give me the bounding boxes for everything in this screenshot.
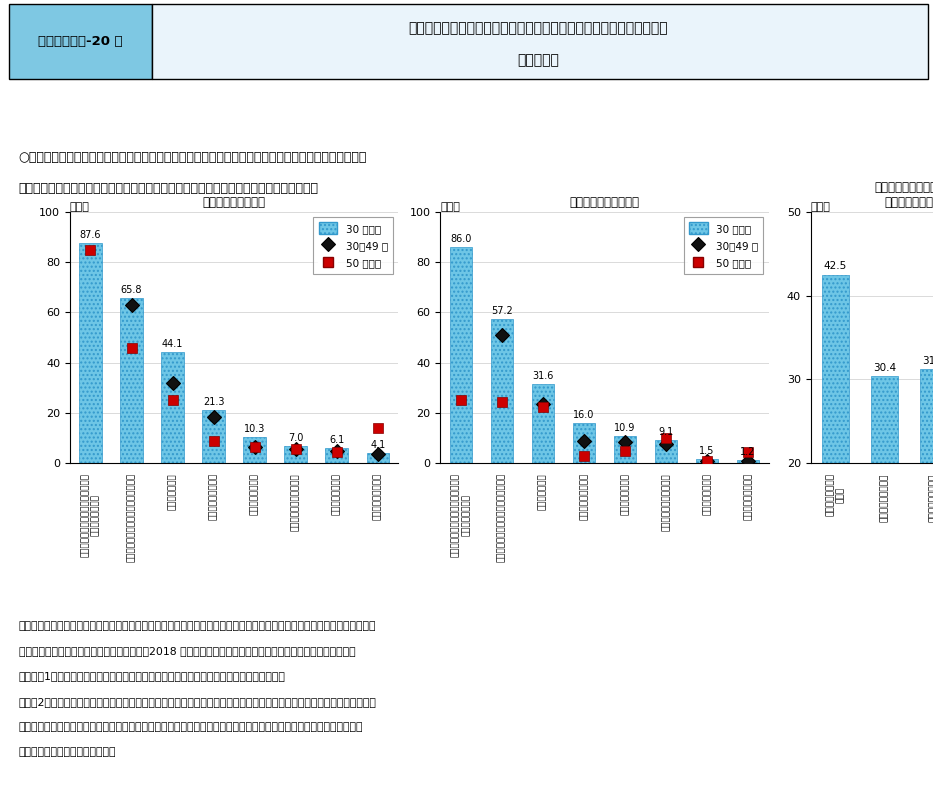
Text: 昇進・昇格に備えて: 昇進・昇格に備えて (579, 473, 589, 520)
Text: 42.5: 42.5 (824, 261, 847, 272)
Text: 将来の仕事やキャリアアップに備えて: 将来の仕事やキャリアアップに備えて (497, 473, 507, 562)
Bar (326, 447, 348, 463)
Bar (367, 453, 389, 463)
Text: 年齢別にみた雇用者の自己啓発を行う理由と将来の職業観別の自己啓: 年齢別にみた雇用者の自己啓発を行う理由と将来の職業観別の自己啓 (408, 20, 668, 35)
Title: 正社員（複数回答）: 正社員（複数回答） (202, 196, 266, 210)
Text: 10.3: 10.3 (244, 424, 265, 434)
Text: （％）: （％） (70, 202, 90, 212)
Text: （ある分野に特化したスペシャリスト）」「どちらかというとＡ（Ｂ）」のいずれに近いかの各区分で自己啓: （ある分野に特化したスペシャリスト）」「どちらかというとＡ（Ｂ）」のいずれに近い… (19, 722, 363, 732)
Text: （％）: （％） (811, 202, 830, 212)
Bar (920, 370, 933, 463)
Text: 10.9: 10.9 (614, 423, 635, 433)
Text: 配置転換・出向に備えて: 配置転換・出向に備えて (291, 473, 300, 531)
Text: 資格取得のため: 資格取得のため (538, 473, 548, 510)
Text: 昇進・昇格に備えて: 昇進・昇格に備えて (209, 473, 218, 520)
Legend: 30 歳未満, 30～49 歳, 50 歳以上: 30 歳未満, 30～49 歳, 50 歳以上 (313, 217, 393, 274)
Text: 現在の仕事に必要な知識・キャリア
を身につけるため: 現在の仕事に必要な知識・キャリア を身につけるため (452, 473, 470, 557)
Bar (696, 459, 718, 463)
Text: 9.1: 9.1 (659, 427, 674, 437)
Bar (614, 436, 636, 463)
Title: 非正社員（複数回答）: 非正社員（複数回答） (569, 196, 639, 210)
Text: 第２－（４）-20 図: 第２－（４）-20 図 (37, 35, 122, 48)
Bar (573, 423, 595, 463)
Text: 資格取得のため: 資格取得のため (168, 473, 177, 510)
Text: どちらかというとＡ: どちらかというとＡ (880, 473, 889, 521)
Bar (152, 4, 928, 78)
Bar (737, 460, 759, 463)
Text: 海外勤務に備えて: 海外勤務に備えて (703, 473, 712, 515)
Text: 配置転換・出向に備えて: 配置転換・出向に備えて (661, 473, 671, 531)
Bar (822, 275, 849, 463)
Text: 転職や独立のため: 転職や独立のため (620, 473, 630, 515)
Text: 65.8: 65.8 (120, 285, 143, 295)
Text: ゼネラリスト志向
（Ａ）: ゼネラリスト志向 （Ａ） (826, 473, 845, 517)
Bar (79, 243, 102, 463)
Bar (244, 437, 266, 463)
Text: 86.0: 86.0 (450, 234, 471, 244)
Text: ○　現在の仕事への必要性以外に、若年層を中心に、将来を見据えたキャリア形成のためにも自己啓発: ○ 現在の仕事への必要性以外に、若年層を中心に、将来を見据えたキャリア形成のため… (19, 151, 367, 164)
Text: 6.1: 6.1 (329, 435, 344, 445)
Bar (491, 319, 513, 463)
Text: 44.1: 44.1 (162, 339, 183, 349)
Text: 現在の仕事に必要な知識・キャリア
を身につけるため: 現在の仕事に必要な知識・キャリア を身につけるため (81, 473, 100, 557)
Text: 資料出所　厚生労働省「能力開発基本調査」、（独）労働政策研究・研修機構「多様な働き方の進展と人材マネジメントの: 資料出所 厚生労働省「能力開発基本調査」、（独）労働政策研究・研修機構「多様な働… (19, 620, 376, 630)
Text: 海外勤務に備えて: 海外勤務に備えて (332, 473, 341, 515)
Bar (9, 4, 152, 78)
Text: どちらかというとＢ: どちらかというとＢ (929, 473, 933, 521)
Text: 16.0: 16.0 (573, 410, 594, 420)
Text: 87.6: 87.6 (79, 230, 102, 240)
Bar (285, 446, 307, 463)
Text: 退職後に備えるため: 退職後に備えるため (744, 473, 753, 520)
Title: 将来の職業観別にみた
自己啓発実施率: 将来の職業観別にみた 自己啓発実施率 (874, 181, 933, 210)
Text: 30.4: 30.4 (873, 363, 896, 373)
Text: 在り方に関する調査（正社員調査票）」（2018 年）の個票を厚生労働省労働政策担当参事官室にて独自集計: 在り方に関する調査（正社員調査票）」（2018 年）の個票を厚生労働省労働政策担… (19, 646, 355, 656)
Text: 31.6: 31.6 (532, 371, 553, 381)
Bar (871, 376, 898, 463)
Bar (120, 298, 143, 463)
Text: 2）右図は、５年先を見据えた際の今後目指す職業観として、「Ａ（様々な業務に対応できるゼネラリスト）」「Ｂ: 2）右図は、５年先を見据えた際の今後目指す職業観として、「Ａ（様々な業務に対応で… (19, 696, 377, 706)
Text: 転職や独立のため: 転職や独立のため (250, 473, 259, 515)
Bar (450, 247, 472, 463)
Bar (202, 410, 225, 463)
Text: 発実施状況: 発実施状況 (517, 53, 559, 67)
Bar (161, 352, 184, 463)
Text: 21.3: 21.3 (202, 396, 224, 407)
Text: 発の実施率をみたもの。: 発の実施率をみたもの。 (19, 747, 117, 758)
Text: 4.1: 4.1 (370, 440, 385, 450)
Text: （注）　1）左図・中図は、自己啓発施者について、自己啓発を行った理由を尋ねたもの。: （注） 1）左図・中図は、自己啓発施者について、自己啓発を行った理由を尋ねたもの… (19, 671, 285, 681)
Text: （％）: （％） (440, 202, 460, 212)
Bar (655, 440, 677, 463)
Text: 57.2: 57.2 (491, 306, 513, 316)
Text: 1.5: 1.5 (700, 447, 715, 456)
Bar (532, 384, 554, 463)
Text: 1.2: 1.2 (741, 447, 756, 457)
Text: 7.0: 7.0 (288, 433, 303, 443)
Text: 退職後に備えるため: 退職後に備えるため (373, 473, 383, 520)
Text: 31.2: 31.2 (922, 356, 933, 366)
Legend: 30 歳未満, 30～49 歳, 50 歳以上: 30 歳未満, 30～49 歳, 50 歳以上 (684, 217, 763, 274)
Text: を行っており、将来のキャリア観が固まっている者は比較的自己啓発の実施率が高い。: を行っており、将来のキャリア観が固まっている者は比較的自己啓発の実施率が高い。 (19, 182, 318, 195)
Text: 将来の仕事やキャリアアップに備えて: 将来の仕事やキャリアアップに備えて (127, 473, 136, 562)
